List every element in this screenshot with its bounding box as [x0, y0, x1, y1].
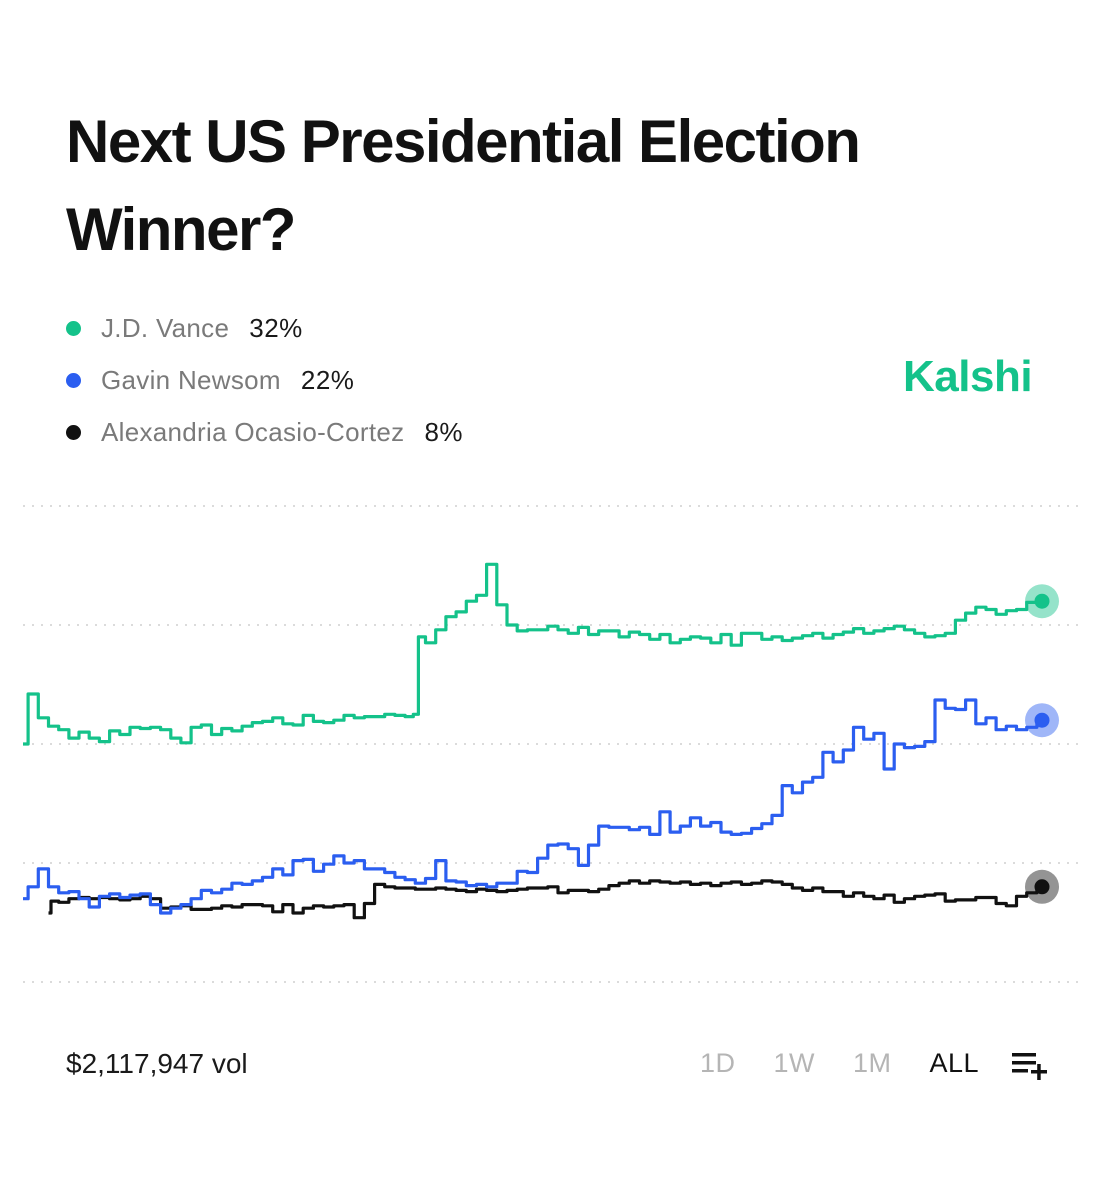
series-line-gavin-newsom [23, 698, 1042, 915]
chart-legend: J.D. Vance 32% Gavin Newsom 22% Alexandr… [66, 302, 463, 458]
range-button-1m[interactable]: 1M [853, 1047, 892, 1078]
list-add-icon[interactable] [1011, 1050, 1049, 1080]
series-end-point [1034, 593, 1050, 609]
legend-name: J.D. Vance [101, 312, 230, 343]
legend-dot-ocasio-cortez [66, 424, 81, 440]
legend-item-vance: J.D. Vance 32% [66, 302, 463, 354]
legend-dot-newsom [66, 372, 81, 388]
legend-item-ocasio-cortez: Alexandria Ocasio-Cortez 8% [66, 406, 463, 458]
series-end-point [1034, 712, 1050, 728]
legend-value: 32% [249, 312, 303, 343]
time-range-selector: 1D 1W 1M ALL [700, 1046, 1049, 1080]
legend-value: 22% [300, 364, 355, 395]
legend-name: Gavin Newsom [101, 364, 281, 395]
series-end-point [1034, 879, 1050, 895]
range-button-1w[interactable]: 1W [773, 1047, 816, 1078]
series-line-alexandria-ocasio-cortez [48, 879, 1042, 920]
legend-item-newsom: Gavin Newsom 22% [66, 354, 463, 406]
legend-value: 8% [424, 416, 464, 447]
range-button-1d[interactable]: 1D [700, 1047, 736, 1078]
range-button-all[interactable]: ALL [929, 1047, 980, 1078]
legend-dot-vance [66, 320, 81, 336]
brand-logo: Kalshi [903, 352, 1033, 401]
price-chart[interactable] [0, 480, 1107, 1020]
legend-name: Alexandria Ocasio-Cortez [101, 416, 405, 447]
page-title: Next US Presidential Election Winner? [66, 108, 861, 263]
chart-markers [1025, 584, 1059, 904]
volume-label: $2,117,947 vol [66, 1048, 248, 1079]
chart-series [23, 562, 1042, 920]
series-line-j-d-vance [23, 562, 1042, 746]
